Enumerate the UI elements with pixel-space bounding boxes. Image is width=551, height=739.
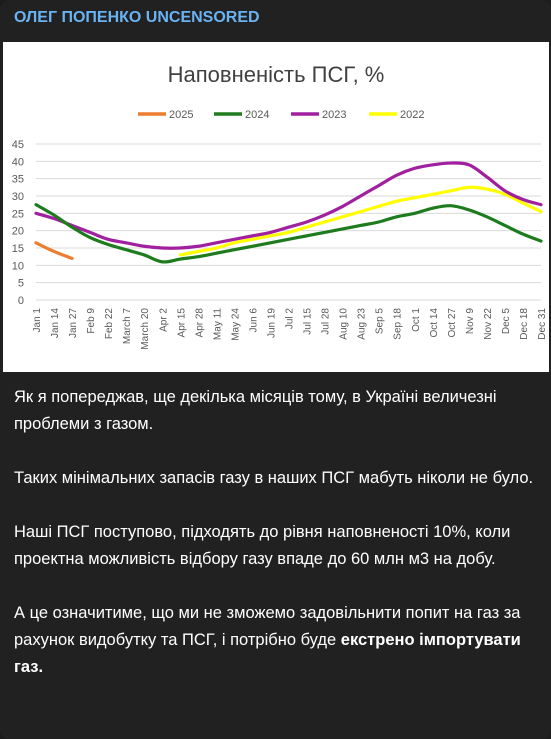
- series-line-2024: [34, 203, 543, 264]
- post-text: Як я попереджав, ще декілька місяців том…: [14, 384, 539, 708]
- y-tick-label: 20: [12, 226, 24, 238]
- chart-series: [34, 161, 543, 264]
- x-tick-label: March 20: [140, 308, 151, 350]
- paragraph-4-bold: екстрено імпортувати газ.: [14, 631, 521, 676]
- x-tick-label: Jul 2: [285, 308, 296, 330]
- x-tick-label: Jun 19: [266, 308, 277, 338]
- x-tick-label: Apr 15: [176, 308, 187, 338]
- x-tick-label: Oct 27: [447, 308, 458, 338]
- series-line-2025: [34, 241, 74, 260]
- x-tick-label: Aug 10: [339, 308, 350, 340]
- x-tick-label: Sep 5: [375, 308, 386, 335]
- x-tick-label: Feb 22: [104, 308, 115, 340]
- y-tick-label: 45: [12, 139, 24, 151]
- x-tick-label: May 24: [230, 308, 241, 341]
- series-line-2023: [34, 161, 543, 250]
- x-tick-label: Apr 2: [158, 308, 169, 332]
- y-tick-label: 15: [12, 243, 24, 255]
- x-tick-label: Nov 22: [483, 308, 494, 340]
- x-tick-label: Dec 18: [519, 308, 530, 340]
- channel-name[interactable]: ОЛЕГ ПОПЕНКО UNCENSORED: [14, 9, 260, 26]
- paragraph-2: Таких мінімальних запасів газу в наших П…: [14, 469, 534, 487]
- paragraph-4: А це означитиме, що ми не зможемо задові…: [14, 600, 539, 681]
- y-tick-label: 25: [12, 208, 24, 220]
- y-tick-label: 0: [18, 295, 24, 307]
- x-tick-label: Nov 9: [465, 308, 476, 335]
- legend-label-2022: 2022: [400, 109, 424, 121]
- chart-grid: [36, 143, 541, 301]
- x-tick-label: March 7: [122, 308, 133, 345]
- x-tick-label: Jun 6: [248, 308, 259, 333]
- x-tick-label: May 11: [212, 308, 223, 340]
- y-tick-label: 40: [12, 156, 24, 168]
- x-tick-label: Apr 28: [194, 308, 205, 338]
- x-tick-label: Jul 15: [303, 308, 314, 335]
- x-tick-label: Sep 18: [393, 308, 404, 340]
- x-tick-label: Jul 28: [321, 308, 332, 335]
- x-tick-label: Oct 14: [429, 308, 440, 338]
- x-tick-label: Jan 14: [50, 308, 61, 338]
- line-chart: Наповненість ПСГ, % 2025 2024 2023 2022 051…: [12, 62, 548, 350]
- series-line-2022: [178, 185, 543, 257]
- x-tick-label: Aug 23: [357, 308, 368, 340]
- y-axis: 0 5 10 15 20 25 30 35 40 45: [12, 139, 24, 307]
- paragraph-3: Наші ПСГ поступово, підходять до рівня н…: [14, 523, 511, 568]
- chart-legend: 2025 2024 2023 2022: [138, 109, 424, 121]
- x-axis: Jan 1 Jan 14 Jan 27 Feb 9 Feb 22 March 7 March…: [32, 308, 548, 350]
- legend-label-2023: 2023: [322, 109, 346, 121]
- y-tick-label: 30: [12, 191, 24, 203]
- chart-title: Наповненість ПСГ, %: [168, 62, 385, 87]
- y-tick-label: 5: [18, 278, 24, 290]
- x-tick-label: Oct 1: [411, 308, 422, 332]
- paragraph-4-text: А це означитиме, що ми не зможемо задові…: [14, 604, 521, 649]
- x-tick-label: Dec 5: [501, 308, 512, 335]
- y-tick-label: 10: [12, 260, 24, 272]
- x-tick-label: Dec 31: [537, 308, 548, 340]
- y-tick-label: 35: [12, 174, 24, 186]
- paragraph-1: Як я попереджав, ще декілька місяців том…: [14, 388, 497, 433]
- legend-label-2024: 2024: [245, 109, 269, 121]
- x-tick-label: Feb 9: [86, 308, 97, 334]
- legend-label-2025: 2025: [169, 109, 193, 121]
- x-tick-label: Jan 27: [68, 308, 79, 338]
- x-tick-label: Jan 1: [32, 308, 43, 333]
